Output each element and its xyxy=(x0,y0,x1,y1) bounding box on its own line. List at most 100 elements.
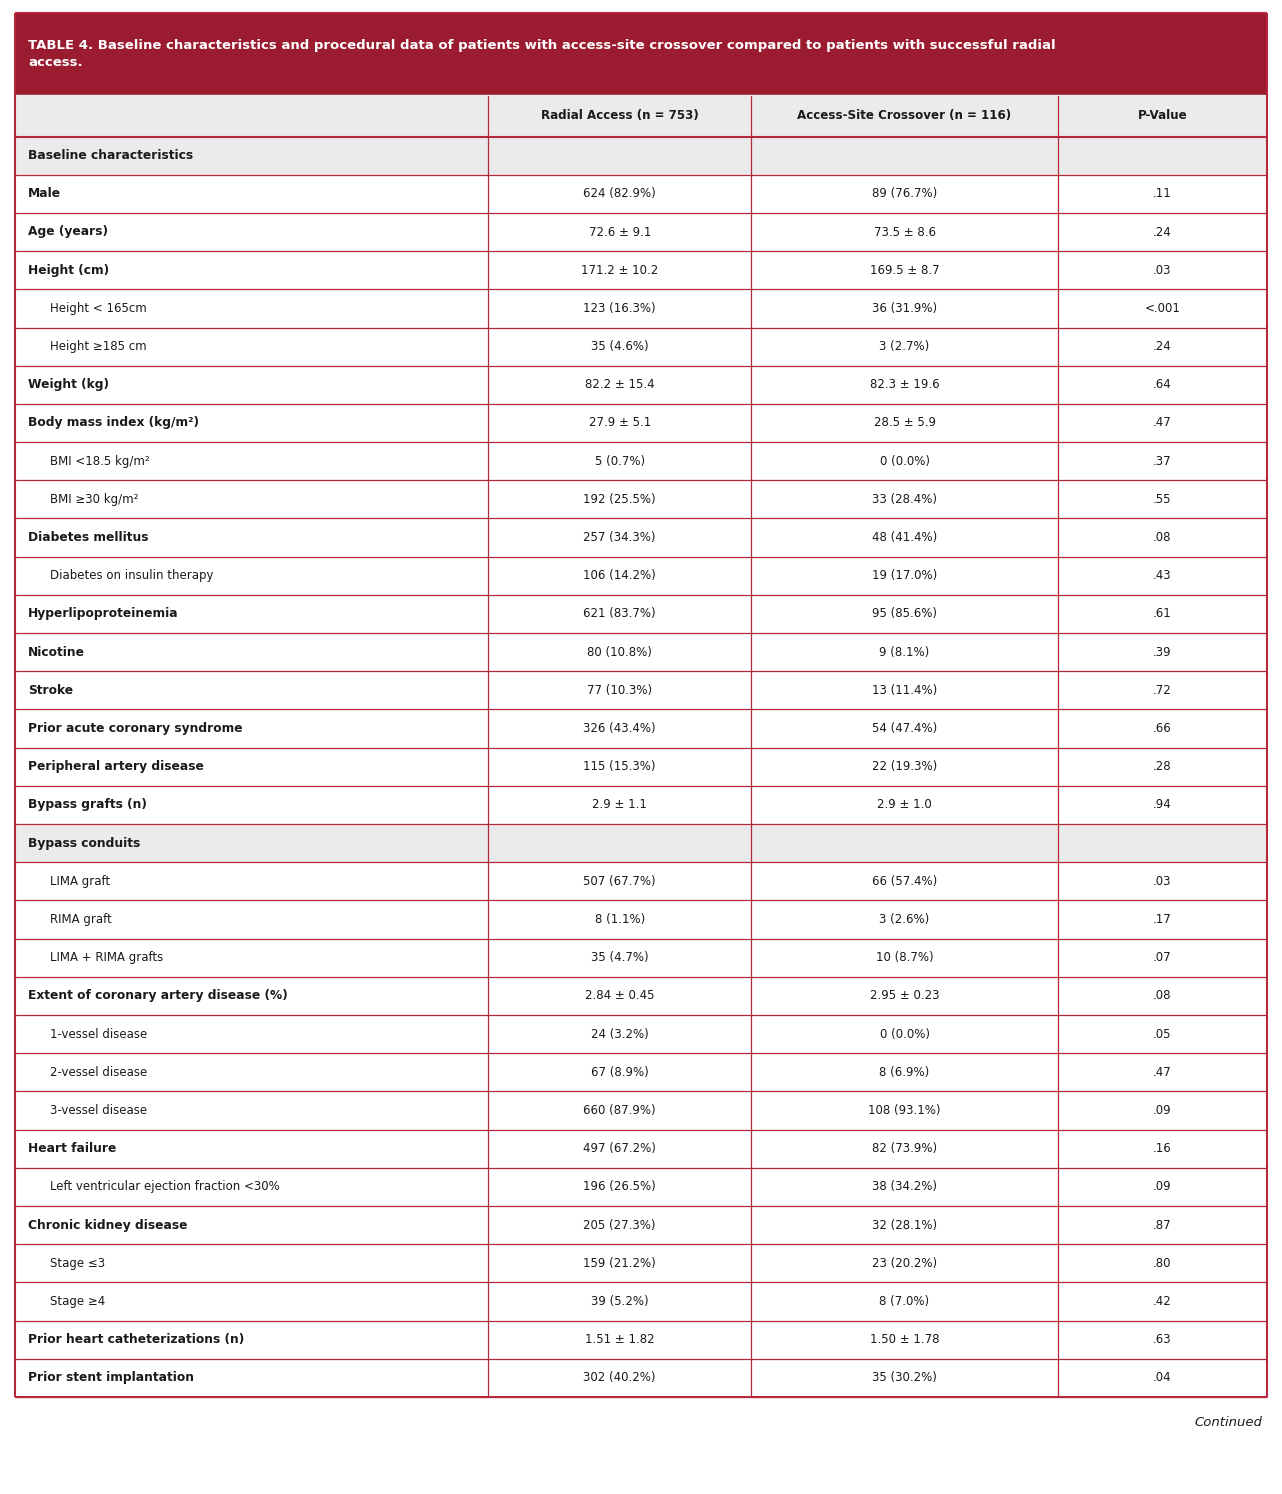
Text: Diabetes mellitus: Diabetes mellitus xyxy=(28,530,149,544)
Text: 5 (0.7%): 5 (0.7%) xyxy=(595,454,645,468)
Text: .24: .24 xyxy=(1153,341,1172,353)
Text: .94: .94 xyxy=(1153,798,1172,811)
Text: 171.2 ± 10.2: 171.2 ± 10.2 xyxy=(581,264,659,276)
Bar xyxy=(15,136,1267,175)
Text: 38 (34.2%): 38 (34.2%) xyxy=(872,1180,937,1194)
Bar xyxy=(15,480,1267,518)
Bar xyxy=(15,175,1267,214)
Text: 8 (6.9%): 8 (6.9%) xyxy=(879,1065,929,1079)
Text: .08: .08 xyxy=(1154,989,1172,1002)
Text: Stage ≤3: Stage ≤3 xyxy=(50,1256,105,1270)
Text: Continued: Continued xyxy=(1194,1416,1261,1428)
Text: 36 (31.9%): 36 (31.9%) xyxy=(872,302,937,315)
Text: Peripheral artery disease: Peripheral artery disease xyxy=(28,760,204,774)
Text: Diabetes on insulin therapy: Diabetes on insulin therapy xyxy=(50,569,214,583)
Bar xyxy=(15,1360,1267,1397)
Text: P-Value: P-Value xyxy=(1137,109,1187,123)
Text: .07: .07 xyxy=(1153,952,1172,964)
Bar xyxy=(15,442,1267,480)
Text: 326 (43.4%): 326 (43.4%) xyxy=(583,722,656,735)
Text: .47: .47 xyxy=(1153,1065,1172,1079)
Text: 19 (17.0%): 19 (17.0%) xyxy=(872,569,937,583)
Text: Bypass conduits: Bypass conduits xyxy=(28,837,140,850)
Text: .16: .16 xyxy=(1153,1143,1172,1155)
Bar xyxy=(15,901,1267,938)
Text: 8 (7.0%): 8 (7.0%) xyxy=(879,1295,929,1309)
Bar xyxy=(15,633,1267,671)
Text: 9 (8.1%): 9 (8.1%) xyxy=(879,645,929,659)
Bar xyxy=(15,938,1267,977)
Text: Prior heart catheterizations (n): Prior heart catheterizations (n) xyxy=(28,1333,245,1346)
Text: 35 (4.7%): 35 (4.7%) xyxy=(591,952,649,964)
Text: 660 (87.9%): 660 (87.9%) xyxy=(583,1104,656,1118)
Text: Prior acute coronary syndrome: Prior acute coronary syndrome xyxy=(28,722,242,735)
Text: Access-Site Crossover (n = 116): Access-Site Crossover (n = 116) xyxy=(797,109,1011,123)
Text: TABLE 4. Baseline characteristics and procedural data of patients with access-si: TABLE 4. Baseline characteristics and pr… xyxy=(28,39,1055,69)
Text: .72: .72 xyxy=(1153,684,1172,696)
Text: 1.51 ± 1.82: 1.51 ± 1.82 xyxy=(585,1333,655,1346)
Bar xyxy=(15,214,1267,251)
Text: 302 (40.2%): 302 (40.2%) xyxy=(583,1371,656,1385)
Text: .11: .11 xyxy=(1153,187,1172,200)
Text: .28: .28 xyxy=(1153,760,1172,774)
Text: 67 (8.9%): 67 (8.9%) xyxy=(591,1065,649,1079)
Text: 2.9 ± 1.1: 2.9 ± 1.1 xyxy=(592,798,647,811)
Text: 196 (26.5%): 196 (26.5%) xyxy=(583,1180,656,1194)
Bar xyxy=(15,327,1267,366)
Text: .47: .47 xyxy=(1153,417,1172,429)
Text: 3 (2.6%): 3 (2.6%) xyxy=(879,913,929,926)
Text: Height < 165cm: Height < 165cm xyxy=(50,302,146,315)
Text: 22 (19.3%): 22 (19.3%) xyxy=(872,760,937,774)
Text: 23 (20.2%): 23 (20.2%) xyxy=(872,1256,937,1270)
Text: BMI <18.5 kg/m²: BMI <18.5 kg/m² xyxy=(50,454,150,468)
Text: .37: .37 xyxy=(1153,454,1172,468)
Text: 1-vessel disease: 1-vessel disease xyxy=(50,1028,147,1041)
Bar xyxy=(15,1168,1267,1206)
Text: 35 (30.2%): 35 (30.2%) xyxy=(872,1371,937,1385)
Text: .80: .80 xyxy=(1154,1256,1172,1270)
Text: Heart failure: Heart failure xyxy=(28,1143,117,1155)
Text: 0 (0.0%): 0 (0.0%) xyxy=(879,454,929,468)
Text: 192 (25.5%): 192 (25.5%) xyxy=(583,493,656,506)
Text: 33 (28.4%): 33 (28.4%) xyxy=(872,493,937,506)
Bar xyxy=(15,595,1267,633)
Text: 115 (15.3%): 115 (15.3%) xyxy=(583,760,656,774)
Text: BMI ≥30 kg/m²: BMI ≥30 kg/m² xyxy=(50,493,138,506)
Bar xyxy=(15,1129,1267,1168)
Text: 497 (67.2%): 497 (67.2%) xyxy=(583,1143,656,1155)
Text: 507 (67.7%): 507 (67.7%) xyxy=(583,875,656,887)
Bar xyxy=(15,1245,1267,1282)
Bar xyxy=(15,557,1267,595)
Text: 27.9 ± 5.1: 27.9 ± 5.1 xyxy=(588,417,651,429)
Text: 89 (76.7%): 89 (76.7%) xyxy=(872,187,937,200)
Bar xyxy=(15,1206,1267,1245)
Text: Body mass index (kg/m²): Body mass index (kg/m²) xyxy=(28,417,199,429)
Text: 10 (8.7%): 10 (8.7%) xyxy=(876,952,933,964)
Text: 13 (11.4%): 13 (11.4%) xyxy=(872,684,937,696)
Text: 2.95 ± 0.23: 2.95 ± 0.23 xyxy=(869,989,940,1002)
Text: 54 (47.4%): 54 (47.4%) xyxy=(872,722,937,735)
Text: Stroke: Stroke xyxy=(28,684,73,696)
Text: .05: .05 xyxy=(1154,1028,1172,1041)
Bar xyxy=(15,366,1267,403)
Text: 205 (27.3%): 205 (27.3%) xyxy=(583,1219,656,1231)
Text: Left ventricular ejection fraction <30%: Left ventricular ejection fraction <30% xyxy=(50,1180,279,1194)
Text: 35 (4.6%): 35 (4.6%) xyxy=(591,341,649,353)
Text: .17: .17 xyxy=(1153,913,1172,926)
Text: Age (years): Age (years) xyxy=(28,226,108,239)
Text: .24: .24 xyxy=(1153,226,1172,239)
Text: .09: .09 xyxy=(1153,1180,1172,1194)
Text: 3-vessel disease: 3-vessel disease xyxy=(50,1104,147,1118)
Text: .39: .39 xyxy=(1153,645,1172,659)
Text: 82.2 ± 15.4: 82.2 ± 15.4 xyxy=(585,378,655,391)
Text: Extent of coronary artery disease (%): Extent of coronary artery disease (%) xyxy=(28,989,287,1002)
Text: 3 (2.7%): 3 (2.7%) xyxy=(879,341,929,353)
Bar xyxy=(15,862,1267,901)
Bar xyxy=(15,96,1267,136)
Bar xyxy=(15,1014,1267,1053)
Text: 2-vessel disease: 2-vessel disease xyxy=(50,1065,147,1079)
Text: 1.50 ± 1.78: 1.50 ± 1.78 xyxy=(869,1333,940,1346)
Text: Chronic kidney disease: Chronic kidney disease xyxy=(28,1219,187,1231)
Text: .66: .66 xyxy=(1153,722,1172,735)
Text: .43: .43 xyxy=(1153,569,1172,583)
